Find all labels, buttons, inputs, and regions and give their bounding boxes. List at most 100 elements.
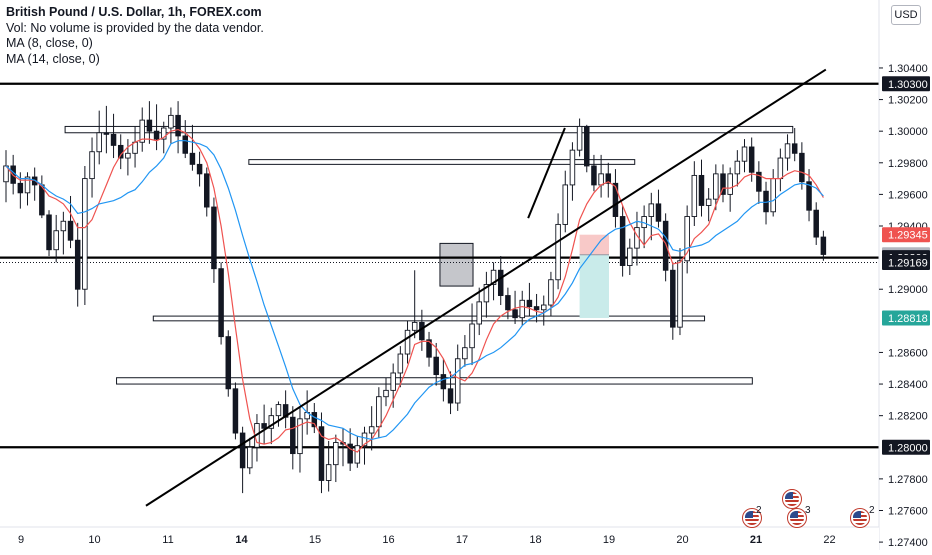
candle[interactable]: [347, 443, 353, 464]
candle[interactable]: [670, 269, 676, 328]
candle[interactable]: [146, 119, 153, 132]
candle[interactable]: [555, 223, 561, 281]
candle[interactable]: [483, 284, 490, 303]
candle[interactable]: [211, 206, 217, 270]
candle[interactable]: [361, 432, 368, 447]
ma14-legend[interactable]: MA (14, close, 0): [6, 51, 100, 66]
candle[interactable]: [204, 173, 210, 208]
candle[interactable]: [74, 239, 81, 290]
candle[interactable]: [533, 306, 540, 311]
candle[interactable]: [791, 143, 798, 154]
price-axis-bg[interactable]: [879, 0, 932, 550]
candle[interactable]: [325, 464, 332, 481]
candle[interactable]: [397, 353, 404, 374]
candle[interactable]: [612, 182, 619, 217]
candle[interactable]: [469, 323, 475, 349]
candle[interactable]: [390, 372, 396, 391]
candle[interactable]: [541, 304, 547, 311]
price-label-badge[interactable]: [882, 227, 930, 243]
candle[interactable]: [619, 216, 626, 266]
candle[interactable]: [103, 132, 110, 135]
symbol-title[interactable]: British Pound / U.S. Dollar, 1h, FOREX.c…: [6, 5, 262, 19]
candle[interactable]: [275, 404, 282, 417]
candle[interactable]: [591, 165, 597, 186]
candle[interactable]: [584, 125, 590, 167]
candle[interactable]: [648, 203, 655, 217]
candle[interactable]: [46, 214, 52, 251]
ma14-line[interactable]: [5, 140, 824, 441]
candle[interactable]: [168, 114, 174, 129]
candle[interactable]: [82, 178, 88, 290]
candle[interactable]: [404, 329, 411, 355]
candle[interactable]: [684, 216, 690, 262]
price-label-badge[interactable]: [882, 439, 930, 455]
candle[interactable]: [182, 135, 188, 154]
candle[interactable]: [89, 151, 95, 180]
trendline[interactable]: [527, 127, 566, 219]
us-flag-icon[interactable]: [787, 508, 807, 528]
candle[interactable]: [677, 260, 683, 328]
candle[interactable]: [297, 418, 303, 455]
candle[interactable]: [232, 388, 239, 434]
candle[interactable]: [290, 416, 296, 455]
candle[interactable]: [698, 174, 705, 206]
candle[interactable]: [447, 388, 454, 404]
candle[interactable]: [411, 321, 418, 331]
price-label-badge[interactable]: [882, 255, 930, 271]
candle[interactable]: [490, 269, 497, 285]
ma8-legend[interactable]: MA (8, close, 0): [6, 36, 93, 50]
candle[interactable]: [526, 299, 533, 308]
candle[interactable]: [160, 127, 167, 140]
candle[interactable]: [576, 125, 583, 151]
candle[interactable]: [713, 173, 719, 200]
candle[interactable]: [662, 220, 669, 271]
uk-flag-icon[interactable]: [782, 489, 802, 509]
candle[interactable]: [784, 143, 791, 159]
candle[interactable]: [519, 299, 525, 319]
uk-flag-icon[interactable]: [742, 508, 762, 528]
candle[interactable]: [569, 149, 576, 186]
candle[interactable]: [426, 339, 432, 358]
candle[interactable]: [261, 423, 267, 429]
candle[interactable]: [175, 114, 181, 137]
candle[interactable]: [433, 356, 439, 376]
candle[interactable]: [598, 173, 604, 186]
candle[interactable]: [24, 176, 31, 194]
candle[interactable]: [225, 336, 232, 390]
candle[interactable]: [440, 374, 447, 390]
candle[interactable]: [748, 146, 755, 173]
candle[interactable]: [247, 446, 253, 469]
candle[interactable]: [117, 144, 124, 159]
candle[interactable]: [189, 152, 196, 165]
candle[interactable]: [268, 415, 275, 429]
candle[interactable]: [218, 268, 224, 338]
price-label-badge[interactable]: [882, 76, 930, 92]
price-label-badge[interactable]: [882, 310, 930, 326]
ma8-line[interactable]: [5, 128, 824, 453]
candle[interactable]: [813, 209, 819, 238]
currency-badge[interactable]: USD: [891, 5, 921, 25]
candle[interactable]: [691, 174, 698, 217]
candle[interactable]: [196, 163, 203, 175]
candle[interactable]: [462, 347, 468, 360]
uk-flag-icon[interactable]: [850, 508, 870, 528]
candle[interactable]: [505, 295, 511, 311]
candle[interactable]: [368, 426, 375, 434]
candle[interactable]: [799, 152, 805, 183]
candle[interactable]: [239, 432, 246, 469]
candle[interactable]: [655, 203, 662, 222]
time-axis-bg[interactable]: [0, 527, 879, 550]
trendline[interactable]: [145, 68, 827, 507]
candle[interactable]: [96, 132, 102, 153]
candle[interactable]: [476, 301, 482, 325]
candle[interactable]: [383, 389, 389, 398]
candle[interactable]: [605, 173, 612, 184]
candle[interactable]: [419, 321, 425, 341]
sr-zone[interactable]: [248, 159, 636, 165]
candle[interactable]: [741, 146, 748, 162]
candle[interactable]: [727, 173, 733, 195]
candle[interactable]: [67, 220, 74, 241]
take-profit-zone[interactable]: [579, 254, 609, 318]
